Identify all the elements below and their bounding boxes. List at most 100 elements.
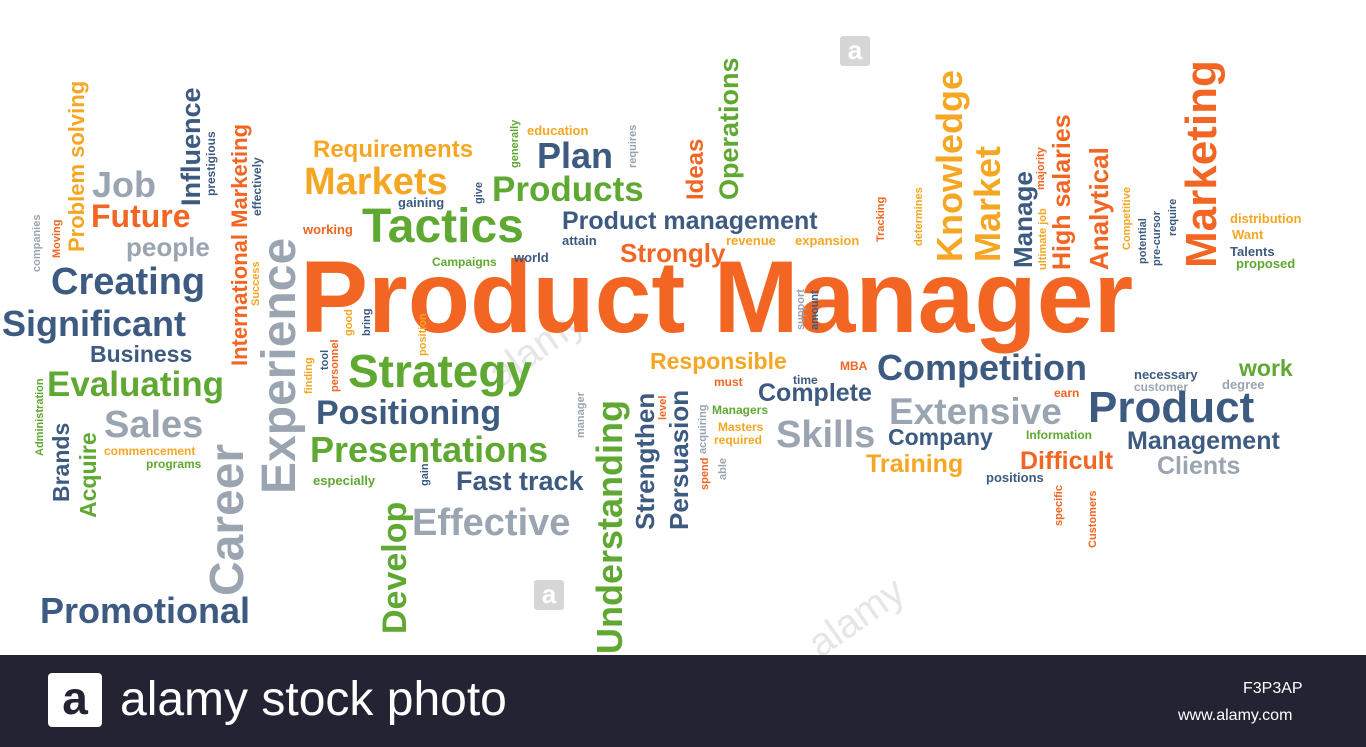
cloud-word: Strengthen [630, 392, 660, 530]
cloud-word: Competition [877, 347, 1087, 388]
cloud-word: programs [146, 457, 202, 471]
cloud-word: position [417, 313, 429, 356]
cloud-word: Difficult [1020, 447, 1114, 475]
cloud-word: Sales [104, 404, 204, 446]
cloud-word: International Marketing [227, 123, 252, 366]
cloud-word: working [303, 222, 353, 237]
cloud-word: necessary [1134, 367, 1198, 382]
cloud-word: manager [575, 392, 587, 438]
cloud-word: Competitive [1121, 187, 1133, 250]
cloud-word: Tracking [875, 196, 887, 242]
alamy-logo-icon: a [48, 673, 102, 727]
cloud-word: attain [562, 233, 597, 248]
cloud-word: Product Manager [300, 240, 1134, 354]
cloud-word: Administration [34, 378, 46, 456]
stock-photo-footer [0, 655, 1366, 747]
cloud-word: Talents [1230, 244, 1275, 259]
cloud-word: customer [1134, 380, 1189, 394]
cloud-word: prestigious [204, 131, 218, 196]
cloud-word: Customers [1087, 490, 1099, 548]
brand-name: alamy stock photo [120, 673, 507, 726]
cloud-word: effectively [250, 157, 264, 216]
cloud-word: good [343, 309, 355, 336]
cloud-word: Product management [562, 207, 818, 235]
cloud-word: required [714, 433, 763, 447]
cloud-word: companies [31, 214, 43, 272]
cloud-word: Creating [51, 261, 206, 303]
cloud-word: Product [1088, 383, 1255, 432]
cloud-word: Skills [776, 414, 876, 456]
cloud-word: Understanding [589, 399, 630, 654]
cloud-word: Acquire [75, 432, 101, 518]
cloud-word: Strategy [348, 345, 533, 397]
cloud-word: Moving [51, 219, 63, 259]
cloud-word: Knowledge [929, 69, 970, 262]
cloud-word: Significant [2, 303, 187, 344]
cloud-word: time [793, 373, 818, 387]
cloud-word: Marketing [1177, 60, 1226, 268]
cloud-word: Ideas [682, 138, 709, 200]
cloud-word: world [514, 250, 549, 265]
cloud-word: Company [888, 424, 993, 450]
cloud-word: High salaries [1048, 114, 1076, 270]
image-id: F3P3AP [1243, 680, 1303, 697]
cloud-word: Career [201, 443, 254, 596]
cloud-word: requires [627, 124, 639, 168]
cloud-word: Influence [176, 87, 206, 206]
cloud-word: work [1239, 355, 1293, 381]
cloud-word: commencement [104, 444, 196, 458]
cloud-word: bring [361, 308, 373, 337]
cloud-word: Campaigns [432, 255, 497, 269]
cloud-word: Tactics [362, 200, 524, 253]
cloud-word: Products [492, 170, 644, 209]
cloud-word: revenue [726, 233, 776, 248]
cloud-word: Experience [253, 237, 306, 494]
cloud-word: people [126, 232, 210, 262]
word-cloud: a a alamy alamy Product Manager Tactics St… [2, 36, 1302, 655]
cloud-word: Managers [712, 403, 769, 417]
watermark-text: alamy [800, 568, 913, 655]
cloud-word: Masters [718, 420, 764, 434]
cloud-word: Analytical [1084, 147, 1114, 270]
cloud-word: Business [90, 341, 193, 367]
cloud-word: spend [699, 457, 711, 490]
cloud-word: Effective [412, 502, 571, 544]
watermark-logo-icon: a [534, 580, 564, 610]
cloud-word: amount [809, 290, 821, 330]
cloud-word: Operations [714, 57, 744, 200]
cloud-word: finding [303, 357, 315, 394]
cloud-word: Brands [48, 422, 74, 502]
cloud-word: Management [1127, 427, 1280, 455]
cloud-word: Strongly [620, 238, 726, 268]
cloud-word: Requirements [313, 136, 474, 163]
cloud-word: Persuasion [664, 389, 694, 530]
cloud-word: Develop [376, 501, 414, 634]
cloud-word: Evaluating [47, 365, 224, 404]
cloud-word: majority [1035, 147, 1047, 190]
cloud-word: Presentations [310, 429, 549, 470]
cloud-word: acquiring [697, 404, 709, 454]
cloud-word: earn [1054, 386, 1080, 400]
cloud-word: MBA [840, 359, 868, 373]
cloud-word: expansion [795, 233, 860, 248]
cloud-word: Market [967, 145, 1008, 262]
cloud-word: Markets [304, 161, 448, 203]
cloud-word: especially [313, 473, 376, 488]
cloud-word: determines [913, 187, 925, 246]
cloud-word: distribution [1230, 211, 1302, 226]
cloud-word: Plan [537, 135, 614, 176]
cloud-word: positions [986, 470, 1044, 485]
cloud-word: pre-cursor [1151, 210, 1163, 266]
site-url[interactable]: www.alamy.com [1178, 707, 1293, 724]
cloud-word: Clients [1157, 452, 1241, 480]
cloud-word: Extensive [889, 391, 1062, 432]
cloud-word: Future [91, 198, 191, 234]
cloud-word: personnel [329, 339, 341, 392]
cloud-word: Manage [1008, 171, 1038, 268]
cloud-word: gaining [398, 195, 445, 210]
cloud-word: Positioning [316, 394, 502, 432]
watermark-logo-icon: a [840, 36, 870, 66]
cloud-word: Responsible [650, 348, 787, 374]
cloud-word: gain [419, 463, 431, 486]
cloud-word: degree [1222, 377, 1265, 392]
